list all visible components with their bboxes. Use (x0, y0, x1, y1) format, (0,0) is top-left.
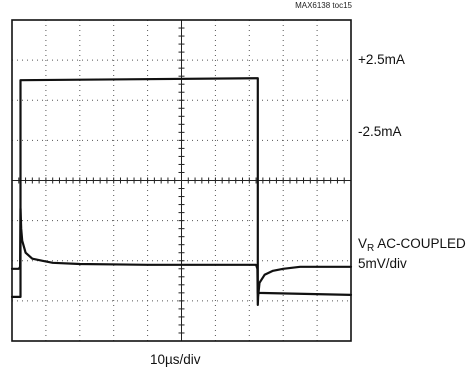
trace-vr-ac-coupled (10, 207, 353, 306)
x-axis-label: 10µs/div (150, 352, 201, 367)
figure-id: MAX6138 toc15 (295, 1, 352, 10)
plot-border (11, 19, 352, 342)
label-vr-sub: R (367, 243, 375, 254)
traces (10, 77, 353, 306)
graticule (11, 19, 352, 342)
label-vr-main: V (358, 236, 368, 251)
label-minus-2-5ma: -2.5mA (358, 124, 402, 139)
label-vr-ac-coupled: VR AC-COUPLED (358, 236, 466, 254)
label-5mv-div: 5mV/div (358, 256, 407, 271)
label-vr-rest: AC-COUPLED (374, 236, 466, 251)
trace-load-current (10, 77, 353, 298)
label-plus-2-5ma: +2.5mA (358, 52, 405, 67)
